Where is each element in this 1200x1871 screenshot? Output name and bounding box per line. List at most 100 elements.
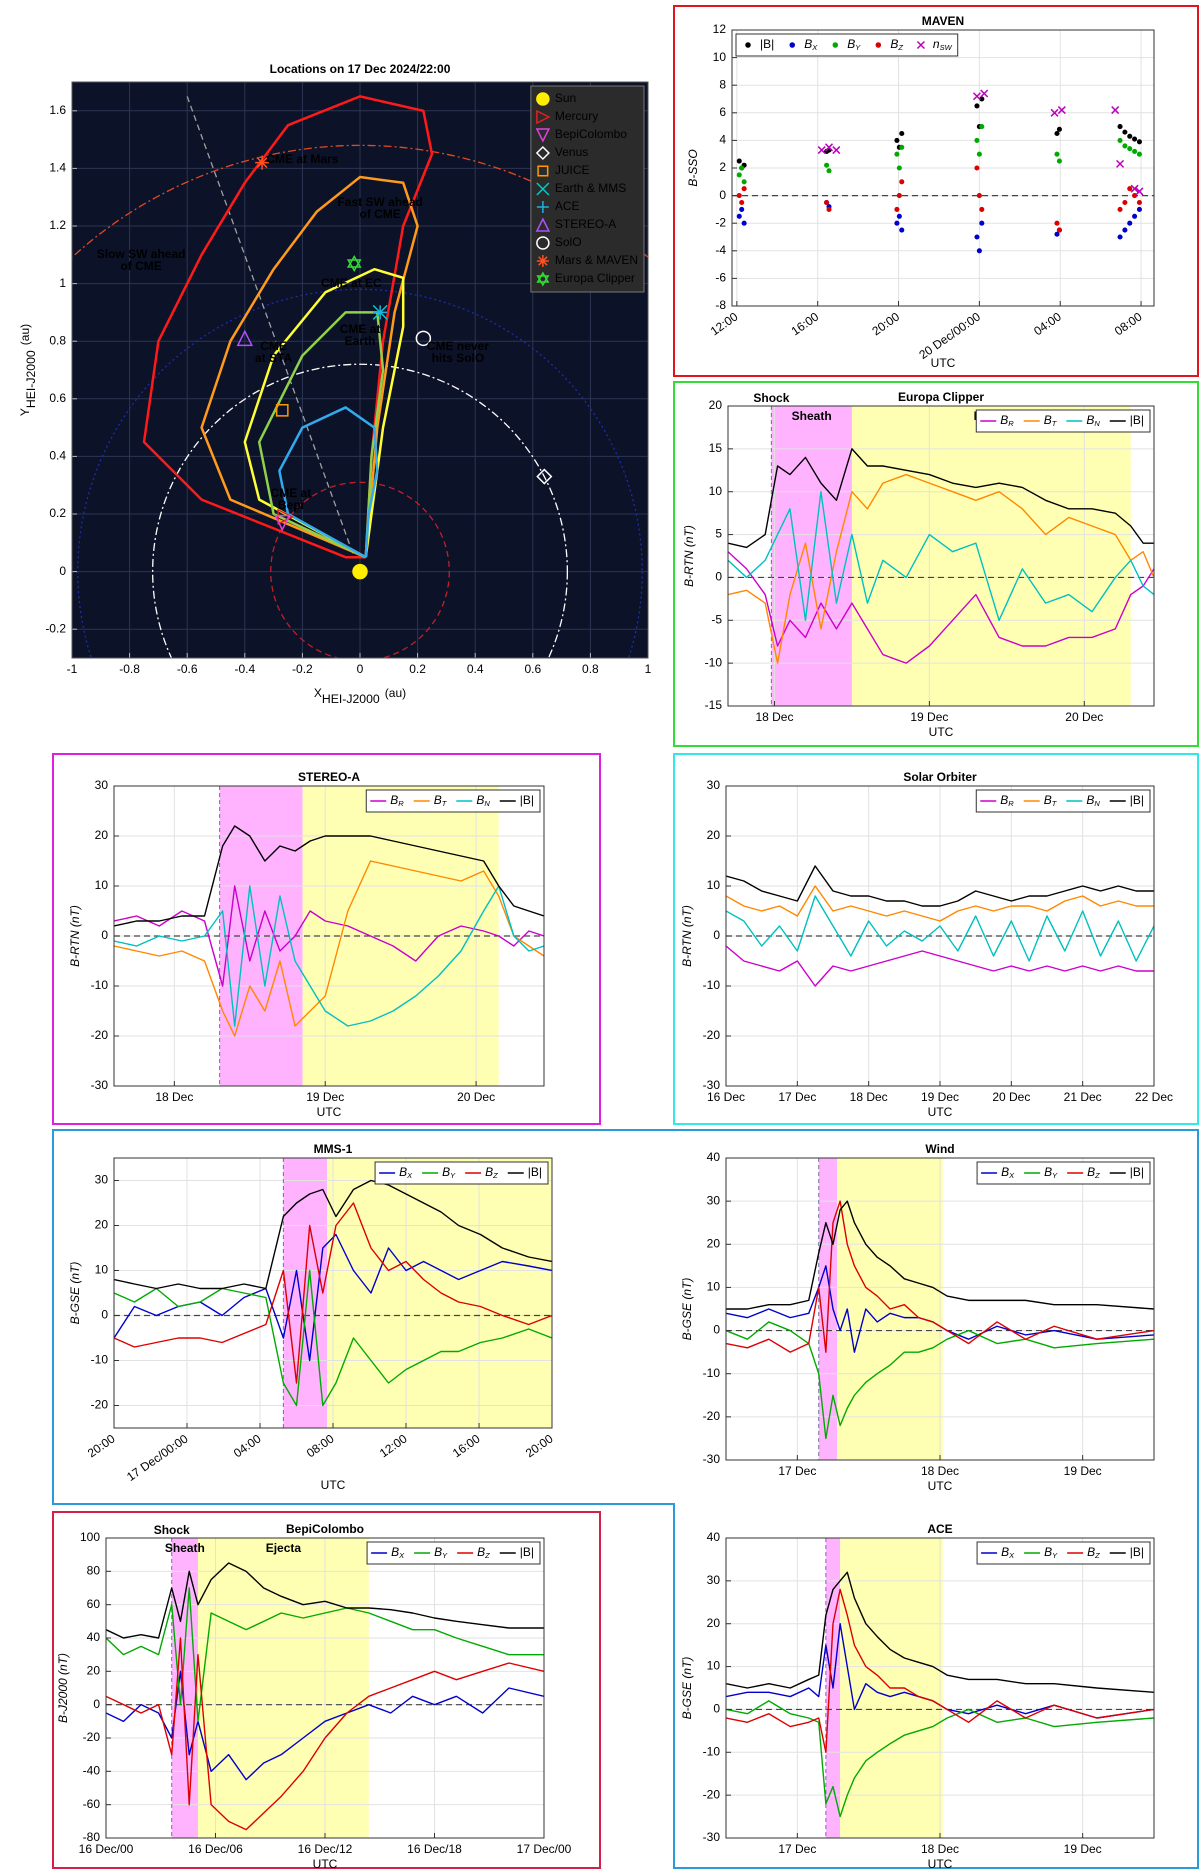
y-tick-label: -10: [705, 655, 723, 669]
y-tick-label: 0: [101, 1308, 108, 1322]
y-tick-label: -10: [91, 1353, 109, 1367]
y-tick-label: 10: [707, 1659, 721, 1673]
axes-box: [113, 1157, 553, 1429]
legend-sub: T: [1052, 799, 1058, 808]
legend-name: B: [476, 793, 484, 807]
x-tick-label: 20 Dec/00:00: [916, 309, 983, 362]
legend-name: ACE: [555, 199, 580, 213]
legend-sub: X: [398, 1551, 405, 1560]
legend-name: |B|: [528, 1165, 542, 1179]
legend-name: B: [1086, 413, 1094, 427]
legend-box: [366, 1541, 541, 1565]
legend-label: Earth & MMS: [555, 181, 626, 195]
plot-layer: [106, 1538, 544, 1838]
data-point: [736, 213, 742, 219]
y-axis-label: B-GSE (nT): [68, 1262, 82, 1325]
y-tick-label: 15: [709, 441, 723, 455]
annotation: CME at EC: [321, 276, 382, 290]
data-line: [114, 1179, 552, 1290]
legend-sub: Y: [1052, 1551, 1058, 1560]
x-axis-label: UTC: [928, 1105, 953, 1119]
data-point: [826, 168, 832, 174]
data-line: [726, 865, 1154, 907]
y-tick-label: -20: [91, 1398, 109, 1412]
data-point: [1122, 199, 1128, 206]
y-tick-label: 30: [95, 778, 109, 792]
guide-line: [186, 96, 355, 558]
data-point: [1136, 206, 1142, 212]
data-line: [114, 885, 544, 987]
chart-title: ACE: [927, 1522, 952, 1536]
data-point: [275, 403, 289, 417]
data-line: [728, 473, 1154, 664]
legend-sub: T: [1052, 419, 1058, 428]
legend-label: BR: [1000, 793, 1014, 808]
chart-title: Wind: [925, 1142, 954, 1156]
annotation: CME never: [427, 339, 489, 353]
legend-label: BZ: [1087, 1545, 1100, 1560]
x-tick-label: 20:00: [869, 309, 902, 338]
y-tick-label: 6: [719, 105, 726, 119]
plot-layer: [726, 1158, 1154, 1460]
region: [771, 406, 852, 706]
x-tick-label: 16:00: [789, 309, 822, 338]
data-point: [1056, 126, 1062, 132]
legend: BX BY BZ |B|: [374, 1161, 549, 1185]
legend-label: BN: [1086, 793, 1100, 808]
x-tick-label: 19 Dec: [306, 1090, 344, 1104]
legend-name: B: [477, 1545, 485, 1559]
x-tick-label: -0.6: [177, 662, 198, 676]
x-tick-label: 16:00: [450, 1431, 483, 1460]
legend-name: B: [1087, 1545, 1095, 1559]
data-point: [979, 206, 985, 212]
y-tick-label: 1.6: [49, 103, 66, 117]
x-tick-label: 0: [357, 662, 364, 676]
cme-front: [278, 406, 379, 559]
legend-swatch: [745, 42, 751, 48]
data-line: [106, 1637, 544, 1831]
x-tick-label: 0.8: [582, 662, 599, 676]
data-point: [980, 89, 989, 98]
data-line: [114, 860, 544, 1037]
legend-name: B: [390, 793, 398, 807]
data-point: [1054, 130, 1060, 137]
data-point: [1117, 124, 1123, 130]
legend-box: [975, 409, 1151, 433]
annotation: Slow SW ahead: [97, 247, 186, 261]
y-tick-label: -30: [91, 1078, 109, 1092]
legend-name: B: [890, 37, 898, 51]
legend-name: BepiColombo: [555, 127, 627, 141]
region-label: Sheath: [165, 1541, 205, 1555]
data-point: [741, 220, 747, 226]
y-tick-label: 12: [713, 22, 727, 36]
legend-sub: N: [484, 799, 490, 808]
legend-label: STEREO-A: [555, 217, 616, 231]
legend-box: [975, 789, 1151, 813]
y-tick-label: -15: [705, 698, 723, 712]
chart-title: MAVEN: [922, 14, 964, 28]
legend-label: BR: [390, 793, 404, 808]
y-tick-label: -20: [83, 1730, 101, 1744]
legend: BX BY BZ |B|: [976, 1161, 1151, 1185]
legend-sub: Z: [1094, 1551, 1100, 1560]
y-tick-label: -30: [703, 1452, 721, 1466]
legend-swatch: [536, 109, 551, 125]
data-line: [726, 1200, 1154, 1310]
legend-name: B: [1044, 1165, 1052, 1179]
data-point: [894, 220, 900, 226]
x-tick-label: 18 Dec: [155, 1090, 193, 1104]
axes-box: [731, 29, 1155, 307]
data-point: [896, 165, 902, 171]
legend-name: B: [399, 1165, 407, 1179]
data-point: [894, 206, 900, 212]
data-point: [1116, 159, 1125, 168]
annotation: CME at Mars: [266, 152, 338, 166]
annotation: hits SolO: [432, 351, 485, 365]
legend-sub: Z: [897, 43, 903, 52]
legend: BR BT BN |B|: [975, 789, 1151, 813]
legend-label: BT: [1044, 793, 1058, 808]
x-tick-label: -0.8: [119, 662, 140, 676]
plot-layer: [732, 30, 1154, 306]
data-point: [896, 193, 902, 199]
x-tick-label: 20 Dec: [992, 1090, 1030, 1104]
